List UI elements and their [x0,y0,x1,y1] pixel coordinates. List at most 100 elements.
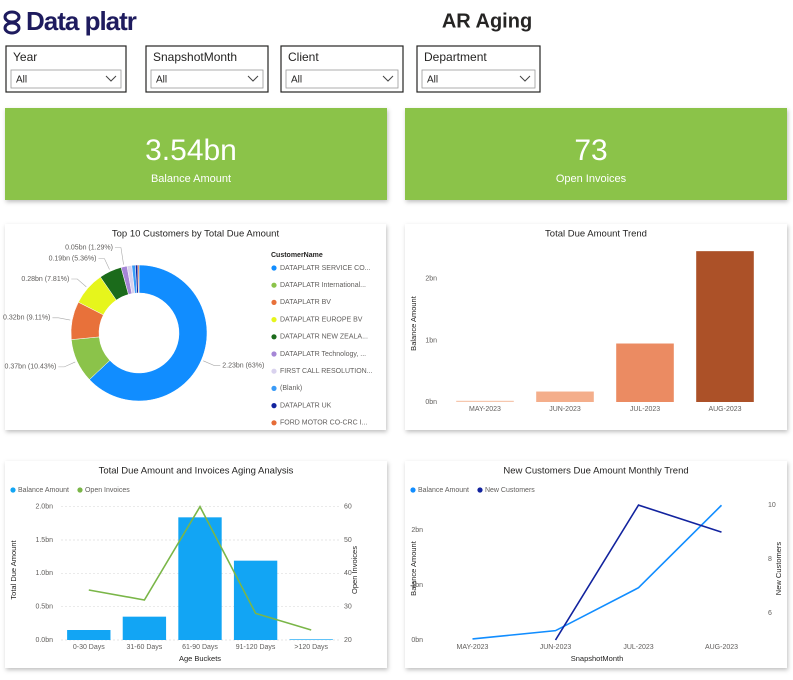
filter-slicer[interactable]: SnapshotMonth All [145,45,269,93]
legend-marker [410,487,416,493]
logo: Data platr [3,6,138,36]
y-tick-label: 1bn [425,337,437,344]
y2-axis-title: New Customers [774,542,783,596]
chevron [519,75,531,82]
x-tick-label: 61-90 Days [182,644,218,651]
legend-marker [271,420,277,426]
y2-tick-label: 10 [768,502,776,509]
x-tick-label: 0-30 Days [73,644,105,651]
x-axis-title: Age Buckets [179,654,221,663]
legend-marker [271,317,277,323]
y2-tick-label: 30 [344,604,352,611]
legend-label: New Customers [485,487,535,494]
chart-title: New Customers Due Amount Monthly Trend [503,466,688,477]
legend-label: Balance Amount [18,487,69,494]
filter-slicer[interactable]: Year All [5,45,127,93]
x-tick-label: AUG-2023 [705,644,738,651]
line-series [554,504,722,641]
leader-line [98,258,110,270]
kpi-card [405,108,787,200]
dropdown[interactable] [285,69,399,89]
data-label: 0.05bn (1.29%) [65,244,113,251]
legend-label: Balance Amount [418,487,469,494]
bar [456,400,514,402]
dropdown[interactable] [150,69,264,89]
data-label: 2.23bn (63%) [222,362,264,369]
data-label: 0.19bn (5.36%) [49,255,97,262]
y2-tick-label: 20 [344,637,352,644]
legend-marker [477,487,483,493]
legend-marker [271,299,277,305]
leader-line [114,247,124,265]
legend-marker [271,385,277,391]
x-tick-label: >120 Days [294,644,328,651]
x-tick-label: MAY-2023 [469,406,501,413]
donut-slice [137,264,140,294]
legend-label: DATAPLATR BV [280,299,331,306]
slicer-label: Client [288,50,319,64]
bar [178,517,222,640]
bar [67,630,111,640]
bar [122,616,167,640]
legend-marker [271,265,277,271]
legend-marker [271,351,277,357]
y-tick-label: 2bn [425,276,437,283]
legend-label: DATAPLATR UK [280,402,332,409]
y-axis-title: Total Due Amount [9,539,18,599]
kpi-value: 3.54bn [145,134,237,167]
data-label: 0.37bn (10.43%) [5,364,57,371]
legend-marker [271,282,277,288]
legend-marker [271,368,277,374]
y2-tick-label: 60 [344,504,352,511]
bar [536,391,594,402]
legend-label: DATAPLATR NEW ZEALA... [280,334,368,341]
bar [233,560,278,640]
leader-line [203,360,221,366]
line-series [472,504,723,640]
dropdown[interactable] [421,69,536,89]
y2-axis-title: Open Invoices [350,546,359,594]
y2-tick-label: 40 [344,570,352,577]
bar [696,251,754,402]
dropdown[interactable] [10,69,122,89]
leader-line [52,317,71,321]
legend-title: CustomerName [271,252,323,259]
x-tick-label: 91-120 Days [236,644,276,651]
slicer-label: Year [13,50,37,64]
y-tick-label: 1bn [411,582,423,589]
legend-label: DATAPLATR Technology, ... [280,351,366,358]
legend-label: FORD MOTOR CO-CRC I... [280,420,367,427]
kpi-label: Open Invoices [556,173,627,185]
y-tick-label: 0bn [425,399,437,406]
y-axis-title: Balance Amount [409,540,418,596]
legend-label: (Blank) [280,385,302,392]
chart-card [405,461,787,668]
dropdown-value: All [291,75,302,86]
chart-title: Total Due Amount Trend [545,229,647,240]
filter-slicer[interactable]: Department All [416,45,541,93]
donut-slice [89,264,208,402]
legend-marker [271,334,277,340]
data-label: 0.32bn (9.11%) [3,315,50,322]
kpi-value: 73 [574,134,607,167]
logo-text: Data platr [26,6,137,36]
legend-marker [10,487,16,493]
y2-tick-label: 6 [768,610,772,617]
y2-tick-label: 8 [768,556,772,563]
logo-icon [3,10,21,24]
filter-slicer[interactable]: Client All [280,45,404,93]
legend-label: DATAPLATR SERVICE CO... [280,265,371,272]
x-tick-label: JUL-2023 [630,406,660,413]
chart-title: Top 10 Customers by Total Due Amount [112,229,280,240]
slicer-label: SnapshotMonth [153,50,237,64]
page-title: AR Aging [442,10,532,32]
y-tick-label: 1.5bn [35,537,53,544]
data-label: 0.28bn (7.81%) [21,276,69,283]
x-tick-label: JUN-2023 [540,644,572,651]
y-tick-label: 0bn [411,637,423,644]
legend-label: FIRST CALL RESOLUTION... [280,368,373,375]
legend-marker [271,403,277,409]
dropdown-value: All [427,75,438,86]
legend-label: DATAPLATR International... [280,282,366,289]
